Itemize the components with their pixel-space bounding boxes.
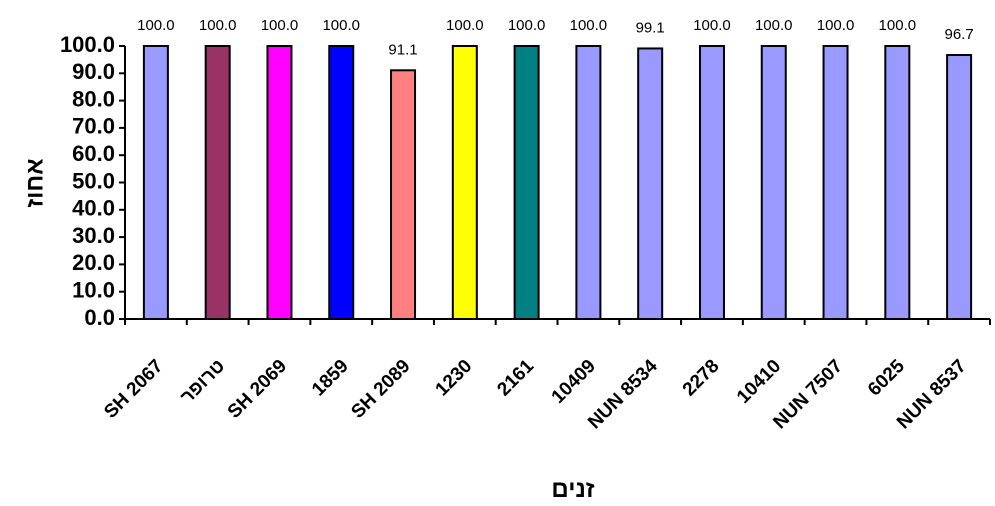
category-label: SH 2069 <box>224 356 291 423</box>
bar <box>513 45 540 320</box>
data-label: 99.1 <box>636 19 665 36</box>
category-label: SH 2089 <box>347 356 414 423</box>
y-tick-label: 10.0 <box>72 278 115 303</box>
bar <box>884 45 911 320</box>
category-label: 10409 <box>548 356 600 408</box>
data-label: 100.0 <box>199 17 237 34</box>
y-tick-label: 0.0 <box>84 305 115 330</box>
y-tick-label: 40.0 <box>72 196 115 221</box>
data-label: 100.0 <box>570 17 608 34</box>
y-tick-label: 100.0 <box>60 32 115 57</box>
bar <box>451 45 478 320</box>
bar <box>575 45 602 320</box>
axes-layer <box>119 45 991 325</box>
category-label: 6025 <box>864 355 909 400</box>
data-label: 96.7 <box>945 26 974 43</box>
data-label: 91.1 <box>388 41 417 58</box>
data-label: 100.0 <box>322 17 360 34</box>
data-label: 100.0 <box>261 17 299 34</box>
y-tick-label: 70.0 <box>72 114 115 139</box>
data-label: 100.0 <box>755 17 793 34</box>
y-tick-label: 60.0 <box>72 141 115 166</box>
bar <box>946 54 973 320</box>
data-label: 100.0 <box>817 17 855 34</box>
category-label: 1859 <box>308 356 353 401</box>
y-tick-label: 80.0 <box>72 86 115 111</box>
category-label: 1230 <box>432 356 477 401</box>
bar <box>822 45 849 320</box>
data-label: 100.0 <box>693 17 731 34</box>
y-tick-label: 90.0 <box>72 59 115 84</box>
y-tick-label: 50.0 <box>72 168 115 193</box>
bar <box>204 45 231 320</box>
data-label: 100.0 <box>508 17 546 34</box>
x-axis-title: זנים <box>551 476 594 503</box>
bar <box>760 45 787 320</box>
data-label: 100.0 <box>446 17 484 34</box>
data-label: 100.0 <box>137 17 175 34</box>
category-label: 10410 <box>733 356 785 408</box>
category-label: טרופר <box>177 356 229 408</box>
category-label: 2161 <box>493 355 538 400</box>
category-label: SH 2067 <box>100 356 167 423</box>
y-tick-label: 20.0 <box>72 250 115 275</box>
bar <box>637 47 664 320</box>
data-label: 100.0 <box>879 17 917 34</box>
category-label: 2278 <box>679 356 724 401</box>
bar <box>142 45 169 320</box>
bar <box>390 69 417 320</box>
y-axis-title: אחוז <box>21 158 48 207</box>
bar <box>698 45 725 320</box>
y-tick-label: 30.0 <box>72 223 115 248</box>
bar <box>328 45 355 320</box>
bars-layer <box>142 45 973 320</box>
bar <box>266 45 293 320</box>
